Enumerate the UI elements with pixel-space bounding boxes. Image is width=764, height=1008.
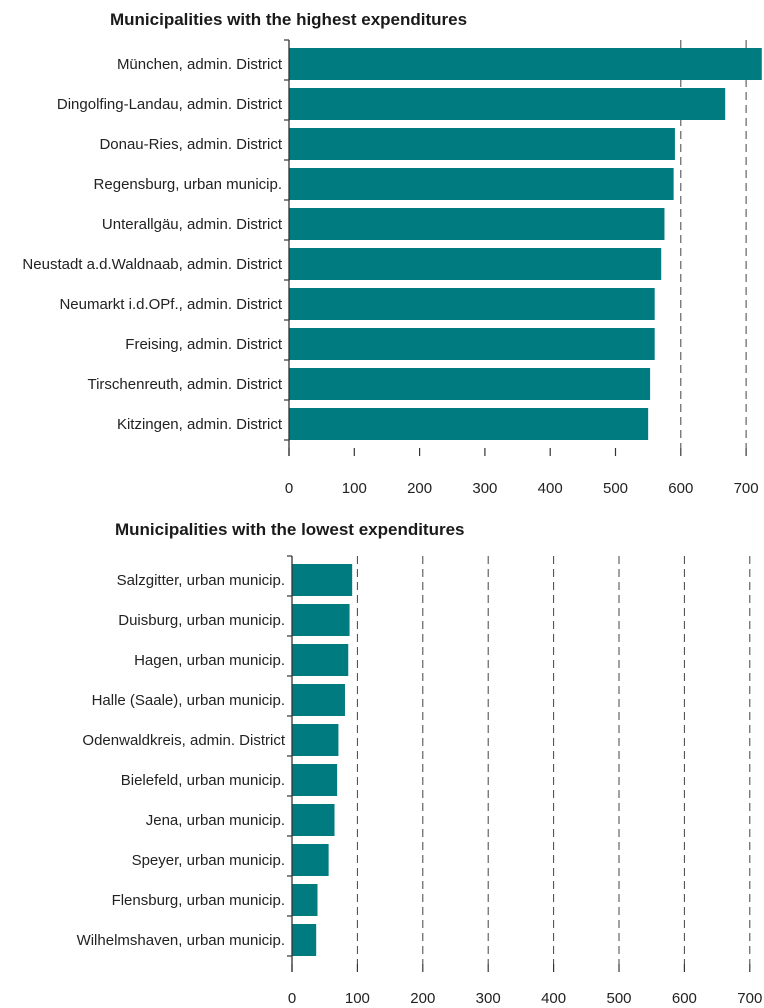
category-label: Donau-Ries, admin. District [99, 136, 282, 153]
category-label: Neumarkt i.d.OPf., admin. District [59, 296, 282, 313]
bar [292, 884, 318, 916]
bar [289, 128, 675, 160]
highest-expenditures-chart: Municipalities with the highest expendit… [22, 10, 762, 497]
bar [292, 644, 349, 676]
chart-title: Municipalities with the highest expendit… [110, 10, 467, 29]
category-label: Kitzingen, admin. District [117, 416, 283, 433]
lowest-expenditures-chart: Municipalities with the lowest expenditu… [77, 520, 763, 1007]
category-label: Freising, admin. District [125, 336, 283, 353]
bar [292, 724, 339, 756]
category-label: Flensburg, urban municip. [112, 892, 285, 909]
bar [289, 368, 651, 400]
bar [292, 924, 317, 956]
category-label: Halle (Saale), urban municip. [92, 692, 285, 709]
category-label: Unterallgäu, admin. District [102, 216, 283, 233]
x-tick-label: 600 [668, 480, 693, 497]
x-tick-label: 200 [407, 480, 432, 497]
category-label: Regensburg, urban municip. [94, 176, 282, 193]
category-label: Dingolfing-Landau, admin. District [57, 96, 283, 113]
bar [289, 48, 762, 80]
x-tick-label: 400 [541, 990, 566, 1007]
bar [292, 764, 338, 796]
x-tick-label: 700 [734, 480, 759, 497]
bar [289, 408, 649, 440]
bar [292, 604, 350, 636]
x-tick-label: 0 [288, 990, 296, 1007]
x-tick-label: 600 [672, 990, 697, 1007]
bar [289, 328, 655, 360]
category-label: Tirschenreuth, admin. District [87, 376, 282, 393]
category-label: Odenwaldkreis, admin. District [82, 732, 285, 749]
x-tick-label: 400 [538, 480, 563, 497]
category-label: Neustadt a.d.Waldnaab, admin. District [22, 256, 282, 273]
x-tick-label: 100 [345, 990, 370, 1007]
x-tick-label: 700 [737, 990, 762, 1007]
bar [289, 208, 665, 240]
category-label: Wilhelmshaven, urban municip. [77, 932, 285, 949]
bar [289, 88, 726, 120]
bar [292, 564, 353, 596]
category-label: Hagen, urban municip. [134, 652, 285, 669]
x-tick-label: 500 [606, 990, 631, 1007]
bar [292, 844, 329, 876]
bar [289, 288, 655, 320]
bar [292, 684, 345, 716]
x-tick-label: 0 [285, 480, 293, 497]
bar [289, 168, 674, 200]
x-tick-label: 100 [342, 480, 367, 497]
chart-title: Municipalities with the lowest expenditu… [115, 520, 465, 539]
category-label: Speyer, urban municip. [132, 852, 285, 869]
x-tick-label: 300 [472, 480, 497, 497]
x-tick-label: 300 [476, 990, 501, 1007]
bar [292, 804, 335, 836]
category-label: Duisburg, urban municip. [118, 612, 285, 629]
x-tick-label: 500 [603, 480, 628, 497]
category-label: Salzgitter, urban municip. [117, 572, 285, 589]
x-tick-label: 200 [410, 990, 435, 1007]
category-label: München, admin. District [117, 56, 283, 73]
category-label: Jena, urban municip. [146, 812, 285, 829]
category-label: Bielefeld, urban municip. [121, 772, 285, 789]
bar [289, 248, 662, 280]
